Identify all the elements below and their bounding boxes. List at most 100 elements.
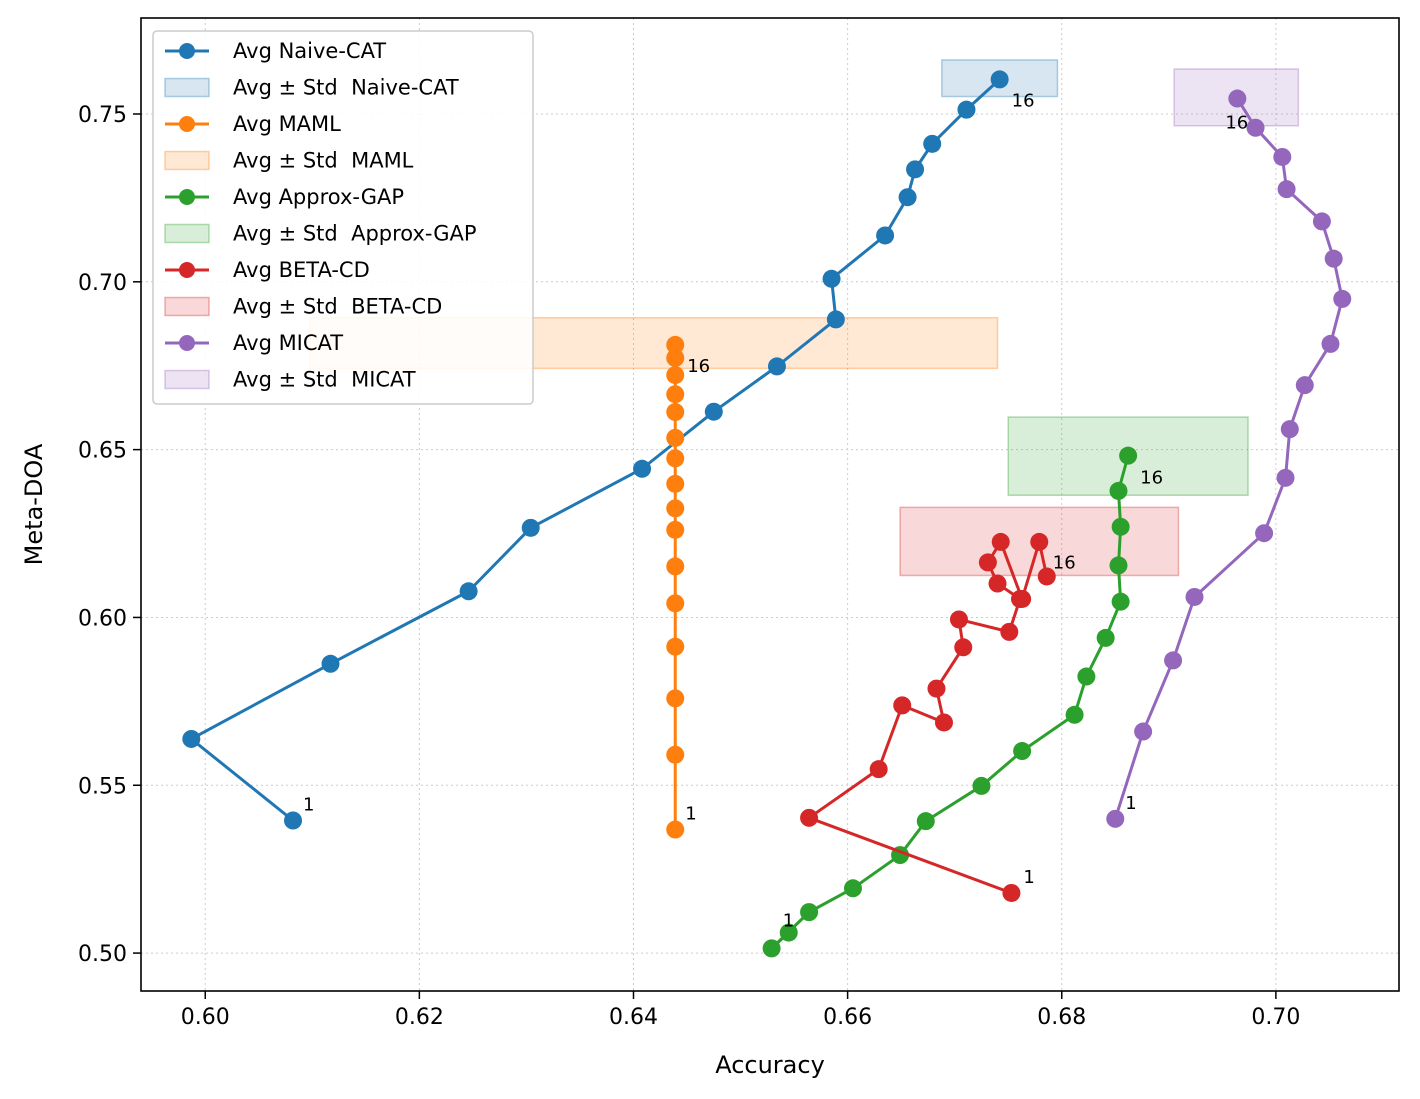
plot-frame <box>140 17 1400 992</box>
data-point-naive-cat <box>906 160 925 179</box>
data-point-beta-cd <box>988 574 1007 593</box>
start-label-maml: 1 <box>685 804 696 825</box>
data-point-naive-cat <box>990 70 1009 89</box>
legend-label-naive-cat: Avg Naive-CAT <box>233 39 386 63</box>
data-point-micat <box>1321 334 1340 353</box>
data-point-naive-cat <box>321 654 340 673</box>
series-lines <box>182 70 1352 958</box>
data-point-naive-cat <box>957 100 976 119</box>
y-tick-label: 0.70 <box>78 271 127 296</box>
data-point-micat <box>1277 180 1296 199</box>
data-point-approx-gap <box>1109 556 1128 575</box>
data-point-micat <box>1164 651 1183 670</box>
data-point-micat <box>1185 587 1204 606</box>
data-point-approx-gap <box>1065 705 1084 724</box>
y-tick-label: 0.50 <box>78 942 127 967</box>
data-point-maml <box>666 366 685 385</box>
data-point-micat <box>1246 118 1265 137</box>
end-label-maml: 16 <box>687 356 710 377</box>
data-point-beta-cd <box>1002 883 1021 902</box>
start-label-naive-cat: 1 <box>303 794 314 815</box>
legend: Avg Naive-CAT Avg ± Std Naive-CAT Avg MAML… <box>152 30 534 405</box>
legend-label-approx-gap: Avg Approx-GAP <box>233 185 404 209</box>
data-point-maml <box>666 520 685 539</box>
data-point-beta-cd <box>1000 622 1019 641</box>
data-point-approx-gap <box>762 939 781 958</box>
data-point-maml <box>666 745 685 764</box>
legend-band-label-maml: Avg ± Std MAML <box>233 149 414 173</box>
data-point-micat <box>1228 89 1247 108</box>
data-point-beta-cd <box>869 760 888 779</box>
annotations: 1 16 1 16 1 16 1 16 1 16 <box>303 90 1248 931</box>
data-point-beta-cd <box>927 679 946 698</box>
data-point-approx-gap <box>1119 446 1138 465</box>
data-point-micat <box>1280 420 1299 439</box>
data-point-micat <box>1255 524 1274 543</box>
data-point-maml <box>666 428 685 447</box>
end-label-naive-cat: 16 <box>1012 90 1035 111</box>
data-point-approx-gap <box>1111 517 1130 536</box>
data-point-maml <box>666 385 685 404</box>
legend-marker-micat <box>179 335 195 351</box>
legend-band-label-micat: Avg ± Std MICAT <box>233 368 416 392</box>
data-point-naive-cat <box>182 729 201 748</box>
legend-marker-beta-cd <box>179 262 195 278</box>
data-point-approx-gap <box>843 879 862 898</box>
data-point-maml <box>666 637 685 656</box>
x-tick-label: 0.62 <box>395 1005 444 1030</box>
data-point-approx-gap <box>1096 628 1115 647</box>
legend-band-label-naive-cat: Avg ± Std Naive-CAT <box>233 76 459 100</box>
data-point-beta-cd <box>800 808 819 827</box>
data-point-beta-cd <box>949 610 968 629</box>
data-point-micat <box>1333 289 1352 308</box>
series-line-beta-cd <box>807 540 1049 895</box>
data-point-maml <box>666 689 685 708</box>
x-tick-label: 0.66 <box>823 1005 872 1030</box>
data-point-micat <box>1295 376 1314 395</box>
end-label-micat: 16 <box>1225 113 1248 134</box>
data-point-beta-cd <box>1037 567 1056 586</box>
data-point-beta-cd <box>893 696 912 715</box>
data-point-naive-cat <box>633 459 652 478</box>
legend-band-swatch-micat <box>164 369 210 390</box>
legend-label-maml: Avg MAML <box>233 112 341 136</box>
end-label-approx-gap: 16 <box>1140 468 1163 489</box>
start-label-approx-gap: 1 <box>783 911 794 932</box>
data-point-micat <box>1276 468 1295 487</box>
data-point-beta-cd <box>1030 532 1049 551</box>
legend-marker-approx-gap <box>179 189 195 205</box>
data-point-micat <box>1324 249 1343 268</box>
data-point-approx-gap <box>1109 481 1128 500</box>
std-bands <box>309 59 1300 577</box>
data-point-naive-cat <box>521 518 540 537</box>
data-point-beta-cd <box>934 713 953 732</box>
start-label-beta-cd: 1 <box>1023 867 1034 888</box>
legend-band-swatch-beta-cd <box>164 296 210 317</box>
data-point-naive-cat <box>704 402 723 421</box>
data-point-approx-gap <box>1111 592 1130 611</box>
data-point-beta-cd <box>978 553 997 572</box>
data-point-maml <box>666 820 685 839</box>
data-point-approx-gap <box>1013 742 1032 761</box>
x-tick-label: 0.70 <box>1251 1005 1300 1030</box>
data-point-approx-gap <box>800 903 819 922</box>
series-line-micat <box>1113 97 1344 820</box>
legend-band-label-approx-gap: Avg ± Std Approx-GAP <box>233 222 477 246</box>
legend-marker-naive-cat <box>179 43 195 59</box>
x-tick-label: 0.64 <box>609 1005 658 1030</box>
data-point-naive-cat <box>459 582 478 601</box>
data-point-approx-gap <box>972 776 991 795</box>
y-axis-title: Meta-DOA <box>20 443 48 565</box>
data-point-maml <box>666 403 685 422</box>
data-point-maml <box>666 594 685 613</box>
y-tick-label: 0.60 <box>78 606 127 631</box>
data-point-naive-cat <box>826 310 845 329</box>
data-point-approx-gap <box>916 812 935 831</box>
y-tick-label: 0.55 <box>78 774 127 799</box>
data-point-beta-cd <box>954 638 973 657</box>
data-point-micat <box>1134 722 1153 741</box>
data-point-naive-cat <box>822 269 841 288</box>
data-point-naive-cat <box>876 226 895 245</box>
data-point-micat <box>1312 212 1331 231</box>
